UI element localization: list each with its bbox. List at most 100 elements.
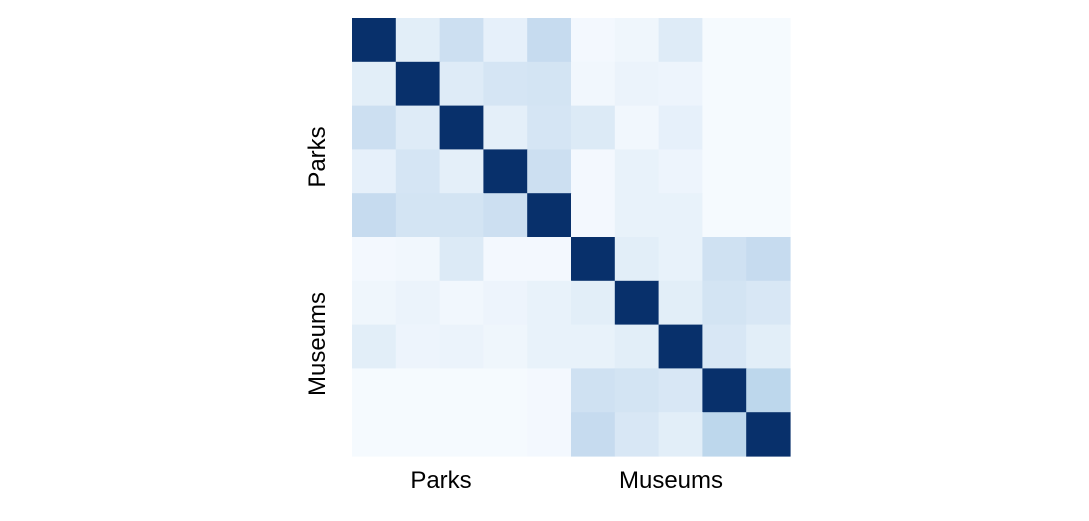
heatmap-cell-r3-c5: [571, 149, 616, 194]
heatmap-cell-r9-c9: [746, 412, 791, 457]
heatmap-cell-r2-c9: [746, 105, 791, 150]
heatmap-cell-r2-c8: [702, 105, 747, 150]
heatmap-cell-r9-c8: [702, 412, 747, 457]
heatmap-cell-r0-c1: [395, 18, 441, 63]
heatmap-cell-r5-c4: [527, 237, 572, 282]
heatmap-cell-r0-c4: [527, 18, 572, 63]
heatmap-cell-r8-c2: [439, 368, 484, 413]
heatmap-cell-r4-c4: [527, 193, 572, 238]
heatmap-cell-r0-c2: [439, 18, 484, 63]
heatmap-cell-r1-c2: [439, 61, 484, 107]
heatmap-cell-r3-c2: [439, 149, 484, 194]
heatmap-cell-r8-c6: [614, 368, 660, 413]
heatmap-cell-r5-c2: [439, 237, 484, 282]
heatmap-cell-r3-c4: [527, 149, 572, 194]
heatmap-cell-r9-c1: [395, 412, 441, 457]
heatmap-cells: [352, 18, 791, 457]
heatmap-cell-r6-c7: [658, 280, 703, 326]
heatmap-cell-r9-c4: [527, 412, 572, 457]
heatmap-cell-r6-c9: [746, 280, 791, 326]
heatmap-cell-r0-c5: [571, 18, 616, 63]
heatmap-cell-r3-c3: [483, 149, 528, 194]
heatmap-cell-r1-c0: [352, 61, 397, 107]
heatmap-cell-r2-c1: [395, 105, 441, 150]
heatmap-cell-r9-c3: [483, 412, 528, 457]
heatmap-cell-r2-c4: [527, 105, 572, 150]
heatmap-cell-r4-c0: [352, 193, 397, 238]
heatmap-cell-r5-c5: [571, 237, 616, 282]
heatmap-cell-r5-c0: [352, 237, 397, 282]
heatmap-cell-r6-c8: [702, 280, 747, 326]
heatmap-cell-r0-c7: [658, 18, 703, 63]
heatmap-cell-r6-c1: [395, 280, 441, 326]
heatmap-cell-r5-c1: [395, 237, 441, 282]
heatmap-cell-r0-c9: [746, 18, 791, 63]
heatmap-cell-r8-c1: [395, 368, 441, 413]
heatmap-cell-r0-c0: [352, 18, 397, 63]
heatmap-cell-r9-c6: [614, 412, 660, 457]
heatmap-cell-r7-c3: [483, 324, 528, 369]
heatmap-cell-r3-c9: [746, 149, 791, 194]
heatmap-cell-r8-c7: [658, 368, 703, 413]
heatmap-cell-r2-c6: [614, 105, 660, 150]
heatmap-cell-r4-c3: [483, 193, 528, 238]
heatmap-cell-r9-c5: [571, 412, 616, 457]
heatmap-cell-r7-c6: [614, 324, 660, 369]
heatmap-cell-r6-c6: [614, 280, 660, 326]
heatmap-cell-r8-c8: [702, 368, 747, 413]
heatmap-cell-r0-c8: [702, 18, 747, 63]
heatmap-cell-r0-c6: [614, 18, 660, 63]
x-group-label-parks: Parks: [410, 467, 471, 494]
heatmap-cell-r6-c4: [527, 280, 572, 326]
heatmap-cell-r4-c9: [746, 193, 791, 238]
heatmap-cell-r4-c2: [439, 193, 484, 238]
heatmap-cell-r5-c7: [658, 237, 703, 282]
heatmap-cell-r3-c8: [702, 149, 747, 194]
heatmap-cell-r4-c5: [571, 193, 616, 238]
heatmap-cell-r9-c2: [439, 412, 484, 457]
heatmap-cell-r7-c2: [439, 324, 484, 369]
heatmap-cell-r7-c0: [352, 324, 397, 369]
heatmap-cell-r3-c1: [395, 149, 441, 194]
heatmap-cell-r1-c3: [483, 61, 528, 107]
heatmap-cell-r8-c3: [483, 368, 528, 413]
heatmap-cell-r9-c7: [658, 412, 703, 457]
heatmap-cell-r1-c5: [571, 61, 616, 107]
x-group-label-museums: Museums: [619, 467, 723, 494]
heatmap-cell-r3-c0: [352, 149, 397, 194]
heatmap-cell-r7-c8: [702, 324, 747, 369]
heatmap-cell-r6-c2: [439, 280, 484, 326]
heatmap-cell-r0-c3: [483, 18, 528, 63]
heatmap-cell-r7-c7: [658, 324, 703, 369]
heatmap-cell-r6-c0: [352, 280, 397, 326]
heatmap-cell-r1-c1: [395, 61, 441, 107]
heatmap-cell-r9-c0: [352, 412, 397, 457]
heatmap-cell-r3-c6: [614, 149, 660, 194]
heatmap-cell-r1-c9: [746, 61, 791, 107]
heatmap-cell-r3-c7: [658, 149, 703, 194]
y-group-label-museums: Museums: [304, 292, 331, 396]
heatmap-cell-r8-c0: [352, 368, 397, 413]
heatmap-cell-r8-c4: [527, 368, 572, 413]
heatmap-cell-r2-c5: [571, 105, 616, 150]
heatmap-cell-r2-c3: [483, 105, 528, 150]
heatmap-cell-r1-c7: [658, 61, 703, 107]
heatmap-cell-r7-c9: [746, 324, 791, 369]
heatmap-cell-r2-c0: [352, 105, 397, 150]
y-group-label-parks: Parks: [304, 126, 331, 187]
heatmap-cell-r2-c2: [439, 105, 484, 150]
heatmap-cell-r5-c9: [746, 237, 791, 282]
heatmap-cell-r7-c4: [527, 324, 572, 369]
heatmap-cell-r4-c6: [614, 193, 660, 238]
heatmap-cell-r1-c4: [527, 61, 572, 107]
heatmap-cell-r4-c7: [658, 193, 703, 238]
heatmap-cell-r1-c6: [614, 61, 660, 107]
heatmap-cell-r5-c6: [614, 237, 660, 282]
heatmap-cell-r7-c5: [571, 324, 616, 369]
heatmap-cell-r5-c3: [483, 237, 528, 282]
heatmap-cell-r6-c5: [571, 280, 616, 326]
heatmap-cell-r4-c1: [395, 193, 441, 238]
heatmap-cell-r7-c1: [395, 324, 441, 369]
heatmap-cell-r5-c8: [702, 237, 747, 282]
